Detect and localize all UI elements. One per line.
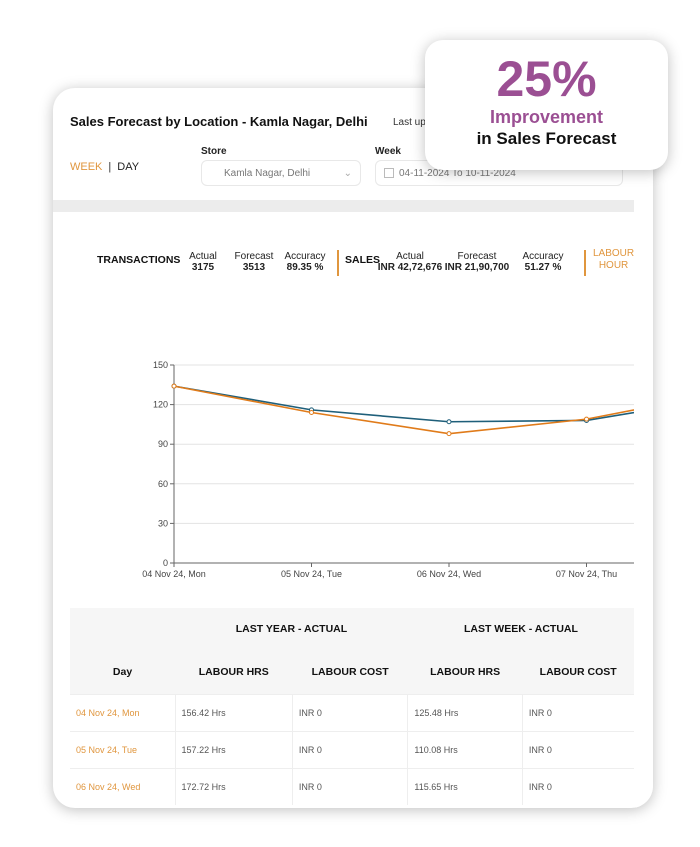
data-point xyxy=(584,416,589,422)
card-edge xyxy=(634,88,653,808)
value-cell: 125.48 Hrs xyxy=(407,694,523,732)
transactions-actual: Actual 3175 xyxy=(189,251,217,273)
sales-forecast: Forecast INR 21,90,700 xyxy=(444,251,510,273)
toggle-separator: | xyxy=(108,161,112,173)
transactions-label: TRANSACTIONS xyxy=(97,254,181,266)
sales-accuracy: Accuracy 51.27 % xyxy=(522,251,564,273)
section-divider xyxy=(53,200,634,212)
store-value: Kamla Nagar, Delhi xyxy=(224,167,311,179)
table-row: 06 Nov 24, Wed 172.72 Hrs INR 0 115.65 Hrs I… xyxy=(70,768,634,805)
value-cell: INR 0 xyxy=(291,768,408,805)
day-cell[interactable]: 04 Nov 24, Mon xyxy=(70,694,176,732)
kpi-divider xyxy=(584,250,586,276)
value-cell: INR 0 xyxy=(291,731,408,769)
group-header-last-week: LAST WEEK - ACTUAL xyxy=(407,608,634,650)
last-updated: Last up xyxy=(393,117,426,128)
value-cell: 110.08 Hrs xyxy=(407,731,523,769)
labour-table: LAST YEAR - ACTUAL LAST WEEK - ACTUAL Da… xyxy=(70,608,634,805)
store-label: Store xyxy=(201,146,227,157)
x-tick-label: 04 Nov 24, Mon xyxy=(142,569,206,579)
value-cell: 157.22 Hrs xyxy=(174,731,293,769)
page-title: Sales Forecast by Location - Kamla Nagar… xyxy=(70,114,368,129)
value-cell: INR 0 xyxy=(521,768,634,805)
week-label: Week xyxy=(375,146,401,157)
y-tick-label: 150 xyxy=(153,360,168,370)
store-select[interactable]: Kamla Nagar, Delhi ⌄ xyxy=(201,160,361,186)
y-tick-label: 60 xyxy=(158,479,168,489)
series-line xyxy=(173,385,634,435)
sales-forecast-card: Sales Forecast by Location - Kamla Nagar… xyxy=(53,88,653,808)
day-toggle[interactable]: DAY xyxy=(117,161,140,173)
y-tick-label: 90 xyxy=(158,439,168,449)
period-toggle: WEEK | DAY xyxy=(70,161,139,173)
column-header: LABOUR COST xyxy=(292,650,408,695)
x-tick-label: 06 Nov 24, Wed xyxy=(417,569,481,579)
chevron-down-icon: ⌄ xyxy=(343,167,352,179)
badge-line2: in Sales Forecast xyxy=(476,129,617,148)
kpi-divider xyxy=(337,250,339,276)
badge-line1: Improvement xyxy=(489,107,604,127)
day-cell[interactable]: 06 Nov 24, Wed xyxy=(70,768,176,805)
day-cell[interactable]: 05 Nov 24, Tue xyxy=(70,731,176,769)
forecast-line-chart: 0 30 60 90 120 150 04 Nov 24, Mon 05 Nov 24, Tu… xyxy=(142,360,634,579)
value-cell: 172.72 Hrs xyxy=(174,768,293,805)
x-tick-label: 05 Nov 24, Tue xyxy=(281,569,342,579)
calendar-icon xyxy=(384,168,394,178)
series-line xyxy=(173,385,634,423)
improvement-badge: 25% Improvement in Sales Forecast xyxy=(425,40,668,170)
sales-label: SALES xyxy=(345,254,381,266)
data-point xyxy=(446,419,452,425)
table-row: 05 Nov 24, Tue 157.22 Hrs INR 0 110.08 Hrs I… xyxy=(70,731,634,769)
labour-hour-tab[interactable]: LABOUR HOUR xyxy=(593,248,634,271)
value-cell: INR 0 xyxy=(291,694,408,732)
column-header: LABOUR HRS xyxy=(407,650,523,695)
value-cell: INR 0 xyxy=(521,694,634,732)
value-cell: INR 0 xyxy=(521,731,634,769)
y-tick-label: 120 xyxy=(153,400,168,410)
data-point xyxy=(446,431,452,437)
sales-actual: Actual INR 42,72,676 xyxy=(377,251,443,273)
transactions-accuracy: Accuracy 89.35 % xyxy=(284,251,326,273)
transactions-forecast: Forecast 3513 xyxy=(234,251,274,273)
badge-value: 25% xyxy=(496,51,597,107)
table-row: 04 Nov 24, Mon 156.42 Hrs INR 0 125.48 Hrs I… xyxy=(70,694,634,732)
table-header-blank xyxy=(70,608,176,650)
column-header: LABOUR HRS xyxy=(175,650,293,695)
y-tick-label: 30 xyxy=(158,518,168,528)
data-point xyxy=(309,410,314,416)
value-cell: 156.42 Hrs xyxy=(174,694,293,732)
x-tick-label: 07 Nov 24, Thu xyxy=(556,569,617,579)
column-header: LABOUR COST xyxy=(522,650,634,695)
data-point xyxy=(171,383,177,389)
week-value: 04-11-2024 To 10-11-2024 xyxy=(399,167,516,179)
group-header-last-year: LAST YEAR - ACTUAL xyxy=(175,608,408,650)
value-cell: 115.65 Hrs xyxy=(407,768,523,805)
week-toggle[interactable]: WEEK xyxy=(70,161,103,173)
column-header: Day xyxy=(70,650,176,695)
y-tick-label: 0 xyxy=(163,558,168,568)
